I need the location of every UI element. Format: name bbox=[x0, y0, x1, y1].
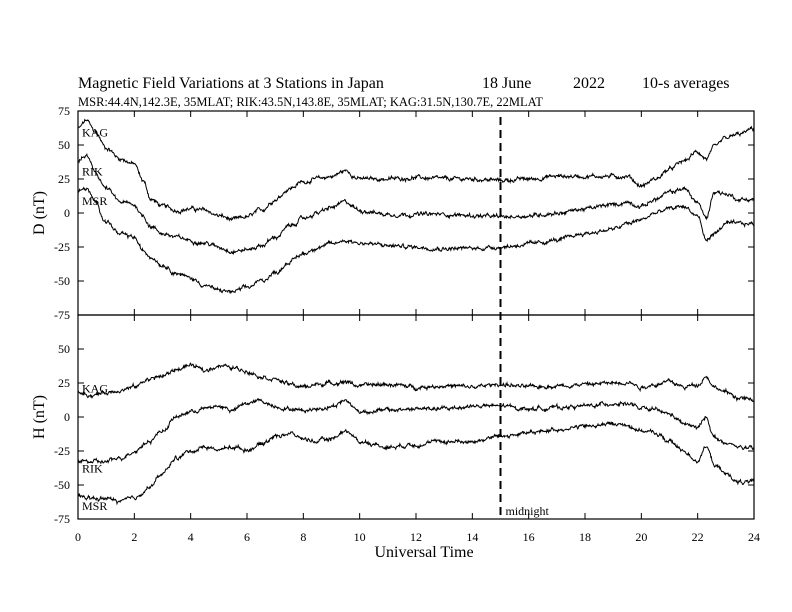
y-tick-label-h: 50 bbox=[58, 342, 70, 356]
x-tick-label: 18 bbox=[579, 530, 591, 544]
y-tick-label-h: -75 bbox=[54, 512, 70, 526]
chart-date: 18 June bbox=[482, 75, 531, 92]
y-axis-label-d: D (nT) bbox=[31, 191, 48, 235]
series-line-h-kag bbox=[77, 362, 755, 403]
x-tick-label: 6 bbox=[244, 530, 250, 544]
x-tick-label: 10 bbox=[354, 530, 366, 544]
x-tick-label: 12 bbox=[410, 530, 422, 544]
midnight-label: midnight bbox=[506, 504, 550, 518]
station-label-h-kag: KAG bbox=[82, 382, 108, 396]
y-tick-label-h: -50 bbox=[54, 478, 70, 492]
y-tick-label-h: -25 bbox=[54, 444, 70, 458]
y-tick-label-h: 0 bbox=[64, 410, 70, 424]
data-series bbox=[77, 118, 755, 506]
station-label-d-rik: RIK bbox=[82, 164, 103, 178]
series-line-d-msr bbox=[77, 186, 755, 295]
y-tick-label-d: -25 bbox=[54, 240, 70, 254]
series-line-d-rik bbox=[77, 153, 755, 256]
x-tick-label: 20 bbox=[635, 530, 647, 544]
chart-averaging: 10-s averages bbox=[642, 75, 730, 92]
station-label-d-kag: KAG bbox=[82, 126, 108, 140]
x-tick-label: 2 bbox=[131, 530, 137, 544]
x-tick-label: 24 bbox=[748, 530, 760, 544]
y-tick-label-d: -50 bbox=[54, 274, 70, 288]
y-tick-label-h: 25 bbox=[58, 376, 70, 390]
series-line-d-kag bbox=[77, 118, 755, 222]
stations-info: MSR:44.4N,142.3E, 35MLAT; RIK:43.5N,143.… bbox=[78, 95, 543, 109]
chart-title: Magnetic Field Variations at 3 Stations … bbox=[78, 75, 384, 92]
chart-year: 2022 bbox=[573, 75, 605, 92]
station-label-h-rik: RIK bbox=[82, 462, 103, 476]
x-axis-label: Universal Time bbox=[374, 544, 473, 561]
x-tick-label: 14 bbox=[466, 530, 478, 544]
y-tick-label-d: -75 bbox=[54, 308, 70, 322]
y-tick-label-d: 0 bbox=[64, 206, 70, 220]
y-axis-label-h: H (nT) bbox=[31, 395, 48, 439]
series-line-h-msr bbox=[77, 420, 755, 506]
x-tick-label: 22 bbox=[692, 530, 704, 544]
y-tick-label-d: 25 bbox=[58, 172, 70, 186]
axis-ticks: 0 2 4 6 8 10 12 14 16 18 20 22 247550250-25-50-75502… bbox=[54, 104, 760, 544]
y-tick-label-d: 75 bbox=[58, 104, 70, 118]
station-label-d-msr: MSR bbox=[82, 194, 107, 208]
x-tick-label: 16 bbox=[523, 530, 535, 544]
series-line-h-rik bbox=[77, 398, 755, 465]
y-tick-label-d: 50 bbox=[58, 138, 70, 152]
station-labels: KAG RIK MSR KAG RIK MSR bbox=[82, 126, 108, 513]
x-tick-label: 8 bbox=[300, 530, 306, 544]
x-tick-label: 4 bbox=[188, 530, 194, 544]
station-label-h-msr: MSR bbox=[82, 499, 107, 513]
x-tick-label: 0 bbox=[75, 530, 81, 544]
